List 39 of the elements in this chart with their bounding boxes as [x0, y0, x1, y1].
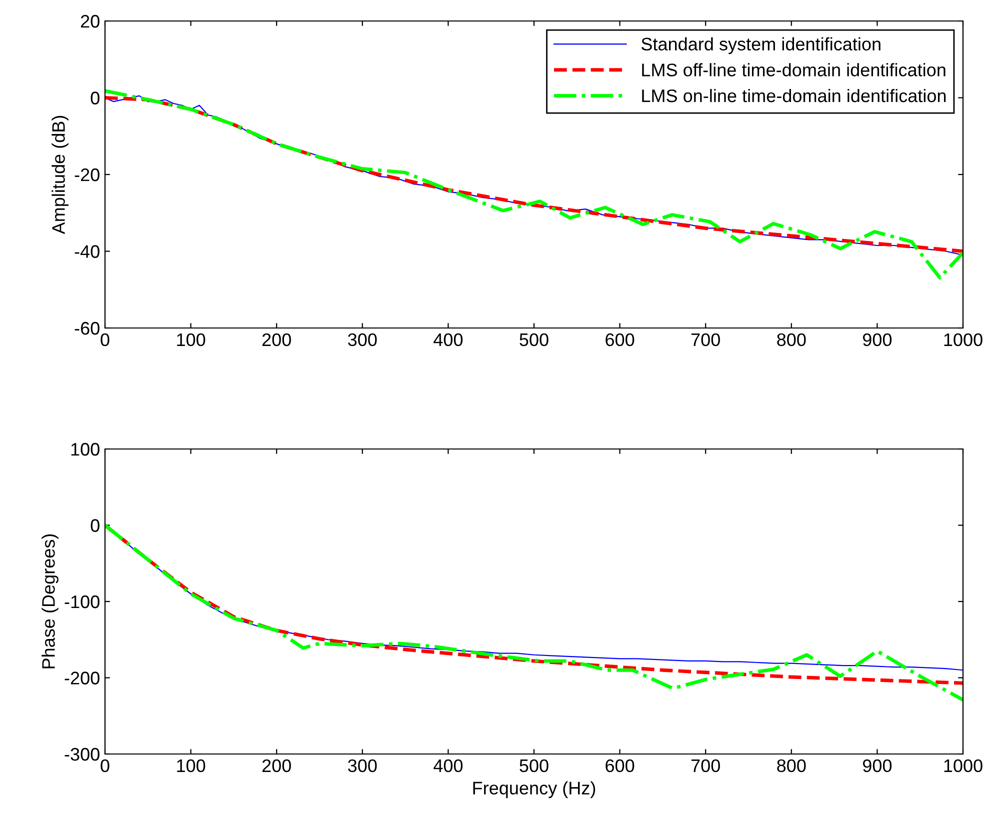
- x-tick-label: 0: [100, 759, 110, 772]
- x-tick-label: 200: [262, 759, 291, 772]
- x-tick-label: 700: [691, 333, 720, 346]
- x-axis-title: Frequency (Hz): [473, 781, 596, 798]
- x-tick-label: 1000: [944, 759, 982, 772]
- legend-label: LMS off-line time-domain identification: [642, 63, 946, 76]
- y-tick-label: 100: [71, 442, 100, 456]
- y-tick-label: 20: [80, 14, 100, 28]
- y-axis-title: Phase (Degrees): [42, 534, 58, 668]
- x-tick-label: 500: [520, 333, 548, 346]
- line-series: [105, 89, 963, 280]
- y-tick-label: 0: [90, 519, 100, 532]
- x-tick-label: 600: [606, 333, 634, 346]
- y-axis-title: Amplitude (dB): [52, 116, 68, 234]
- x-tick-label: 100: [177, 333, 206, 346]
- y-tick-label: -200: [64, 672, 100, 684]
- y-tick-label: -20: [74, 168, 100, 182]
- y-tick-label: -60: [74, 322, 100, 335]
- x-tick-label: 0: [100, 333, 110, 346]
- legend-label: Standard system identification: [642, 37, 880, 54]
- x-tick-label: 1000: [944, 333, 982, 346]
- x-tick-label: 800: [777, 333, 806, 346]
- x-tick-label: 300: [348, 759, 377, 772]
- x-tick-label: 700: [691, 759, 720, 772]
- x-tick-label: 200: [262, 333, 291, 346]
- x-tick-label: 300: [348, 333, 377, 346]
- x-tick-label: 100: [177, 759, 206, 772]
- y-tick-label: 0: [90, 92, 100, 104]
- y-tick-label: -100: [64, 595, 100, 608]
- y-tick-label: -300: [64, 748, 100, 761]
- x-tick-label: 800: [777, 759, 806, 772]
- x-tick-label: 900: [862, 759, 892, 772]
- x-tick-label: 600: [606, 759, 634, 772]
- x-tick-label: 400: [434, 759, 463, 772]
- y-tick-label: -40: [74, 245, 100, 258]
- x-tick-label: 500: [520, 759, 548, 772]
- x-tick-label: 400: [434, 333, 463, 346]
- x-tick-label: 900: [862, 333, 892, 346]
- legend-label: LMS on-line time-domain identification: [642, 88, 946, 102]
